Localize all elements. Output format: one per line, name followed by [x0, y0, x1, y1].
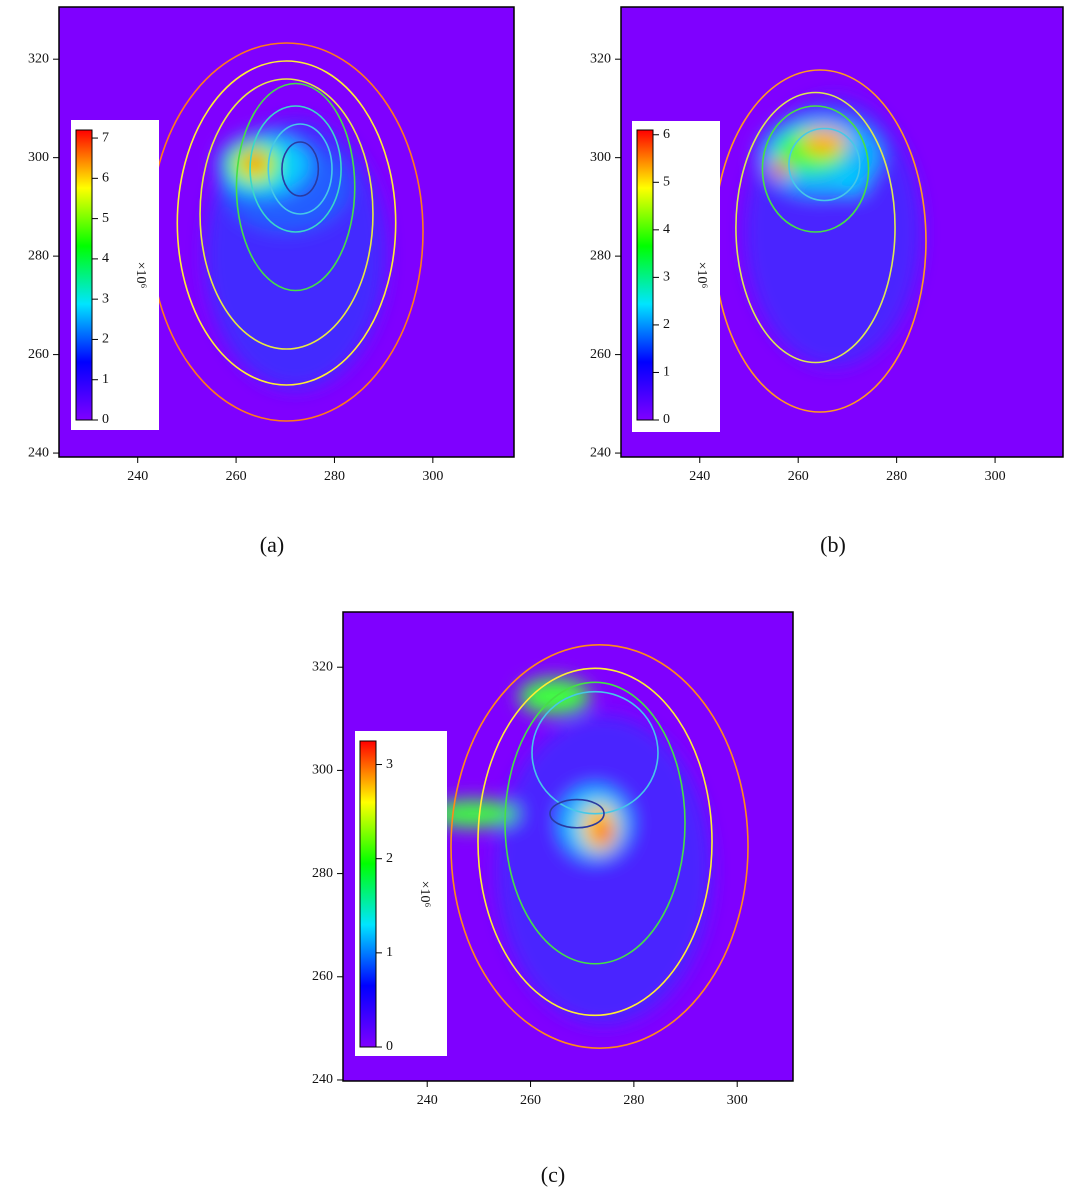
colorbar-tick-label: 2: [386, 851, 393, 866]
x-tick-label: 280: [886, 469, 907, 484]
colorbar-tick-label: 0: [663, 412, 670, 427]
contour: [199, 78, 374, 350]
colorbar-tick-label: 7: [102, 130, 109, 145]
contour: [176, 60, 397, 386]
y-tick-label: 320: [312, 659, 333, 674]
panel-caption: (a): [260, 532, 284, 557]
colorbar-label: ×10⁶: [417, 881, 432, 908]
panel-caption: (c): [541, 1162, 565, 1187]
y-tick-label: 260: [590, 347, 611, 362]
colorbar: [636, 129, 654, 421]
contour: [735, 91, 896, 364]
x-tick-label: 240: [689, 469, 710, 484]
axes-frame: [620, 6, 1064, 458]
y-tick-label: 320: [590, 51, 611, 66]
axes-frame: [342, 611, 794, 1082]
colorbar-tick-label: 4: [102, 251, 109, 266]
y-tick-label: 300: [28, 150, 49, 165]
contour: [477, 667, 713, 1017]
colorbar-tick-label: 5: [663, 175, 670, 190]
x-tick-label: 240: [127, 469, 148, 484]
x-tick-label: 260: [520, 1093, 541, 1108]
colorbar-tick-label: 0: [102, 412, 109, 427]
contour: [549, 798, 605, 829]
x-tick-label: 280: [623, 1093, 644, 1108]
axes-frame: [58, 6, 515, 458]
contour: [249, 105, 342, 233]
contour: [788, 127, 861, 202]
y-tick-label: 280: [312, 866, 333, 881]
x-tick-label: 300: [422, 469, 443, 484]
colorbar-tick-label: 4: [663, 222, 670, 237]
y-tick-label: 280: [28, 248, 49, 263]
intensity-blob: [833, 169, 869, 196]
intensity-blob: [496, 715, 712, 1025]
x-tick-label: 260: [226, 469, 247, 484]
x-tick-label: 280: [324, 469, 345, 484]
colorbar-tick-label: 3: [663, 270, 670, 285]
colorbar-tick-label: 3: [102, 291, 109, 306]
x-tick-label: 260: [788, 469, 809, 484]
intensity-blob: [428, 799, 519, 828]
y-tick-label: 240: [28, 445, 49, 460]
colorbar: [75, 129, 93, 421]
colorbar-tick-label: 5: [102, 211, 109, 226]
colorbar-label: ×10⁶: [694, 262, 709, 289]
colorbar-tick-label: 1: [102, 372, 109, 387]
colorbar: [359, 740, 377, 1048]
y-tick-label: 240: [590, 445, 611, 460]
x-tick-label: 300: [985, 469, 1006, 484]
intensity-blob: [802, 128, 847, 156]
y-tick-label: 260: [312, 969, 333, 984]
contour: [504, 681, 686, 965]
contour: [761, 105, 870, 233]
y-tick-label: 300: [590, 150, 611, 165]
contour: [267, 123, 333, 215]
colorbar-label: ×10⁶: [133, 262, 148, 289]
intensity-blob: [595, 820, 613, 845]
intensity-blob: [771, 160, 789, 178]
y-tick-label: 240: [312, 1072, 333, 1087]
colorbar-tick-label: 2: [663, 317, 670, 332]
y-tick-label: 320: [28, 51, 49, 66]
colorbar-tick-label: 0: [386, 1039, 393, 1054]
contour: [281, 141, 320, 197]
colorbar-tick-label: 1: [663, 365, 670, 380]
x-tick-label: 240: [417, 1093, 438, 1108]
contour: [531, 690, 659, 815]
y-tick-label: 300: [312, 763, 333, 778]
y-tick-label: 260: [28, 347, 49, 362]
colorbar-tick-label: 6: [663, 127, 670, 142]
contour: [450, 644, 749, 1049]
contour: [235, 82, 356, 292]
heatmap-image: [428, 677, 712, 1025]
colorbar-tick-label: 1: [386, 945, 393, 960]
colorbar-tick-label: 3: [386, 757, 393, 772]
colorbar-tick-label: 6: [102, 171, 109, 186]
y-tick-label: 280: [590, 248, 611, 263]
panel-caption: (b): [820, 532, 846, 557]
colorbar-tick-label: 2: [102, 332, 109, 347]
x-tick-label: 300: [727, 1093, 748, 1108]
